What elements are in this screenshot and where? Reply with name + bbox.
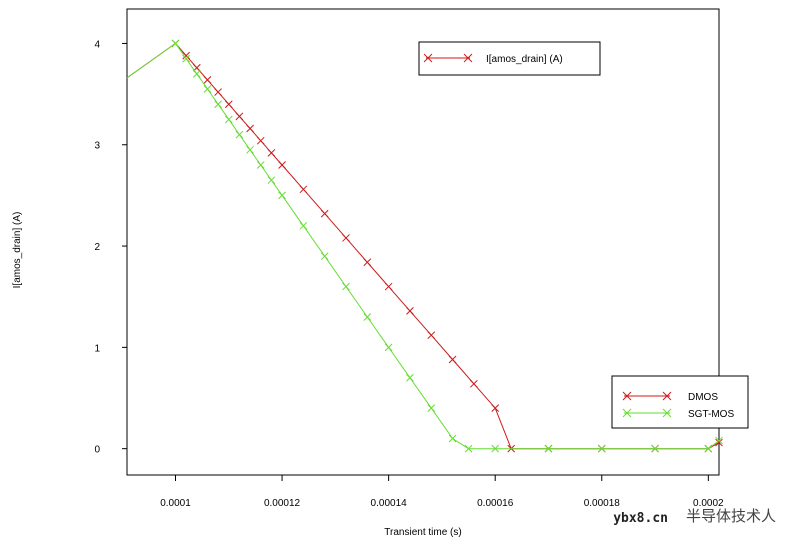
x-tick-label-3: 0.00016 xyxy=(477,498,514,509)
point-dmos-18 xyxy=(427,331,436,340)
x-axis: 0.0001 0.00012 0.00014 0.00016 0.00018 0.0002 xyxy=(160,475,724,509)
point-sgt-mos-18 xyxy=(427,404,436,412)
point-sgt-mos-8 xyxy=(246,145,254,154)
point-sgt-mos-26 xyxy=(715,436,723,445)
y-axis: 0 1 2 3 4 xyxy=(94,39,127,456)
point-sgt-mos-16 xyxy=(384,343,393,352)
point-sgt-mos-24 xyxy=(651,444,659,453)
point-dmos-17 xyxy=(406,307,414,315)
point-dmos-10 xyxy=(267,148,276,157)
point-sgt-mos-4 xyxy=(203,85,212,93)
point-dmos-20 xyxy=(470,379,478,388)
point-sgt-mos-14 xyxy=(342,282,350,291)
point-dmos-19 xyxy=(448,355,457,364)
y-axis-title: I[amos_drain] (A) xyxy=(12,212,23,289)
x-axis-title: Transient time (s) xyxy=(384,527,461,538)
point-dmos-6 xyxy=(224,100,233,109)
x-tick-label-0: 0.0001 xyxy=(160,498,191,509)
legend-series: DMOS SGT-MOS xyxy=(611,375,749,429)
legend-top-marker xyxy=(423,53,473,63)
point-dmos-13 xyxy=(320,209,329,218)
point-dmos-8 xyxy=(246,124,254,133)
point-sgt-mos-20 xyxy=(464,444,473,453)
watermark-text: 半导体技术人 xyxy=(685,507,776,525)
x-tick-label-2: 0.00014 xyxy=(371,498,408,509)
point-sgt-mos-11 xyxy=(278,191,286,200)
point-dmos-12 xyxy=(299,185,308,194)
point-dmos-27 xyxy=(715,438,723,447)
legend-label-sgt: SGT-MOS xyxy=(688,409,734,420)
point-dmos-7 xyxy=(235,112,244,121)
point-sgt-mos-12 xyxy=(299,221,308,230)
y-tick-label-0: 0 xyxy=(94,445,100,456)
plot-frame xyxy=(126,8,720,476)
point-sgt-mos-3 xyxy=(192,69,201,78)
point-dmos-14 xyxy=(342,234,350,242)
point-sgt-mos-10 xyxy=(267,176,276,185)
y-tick-label-4: 4 xyxy=(94,39,100,50)
legend-top: I[amos_drain] (A) xyxy=(418,41,601,76)
point-sgt-mos-22 xyxy=(544,444,553,453)
point-dmos-4 xyxy=(203,76,212,84)
point-sgt-mos-23 xyxy=(597,444,606,453)
point-sgt-mos-19 xyxy=(448,434,457,443)
series-layer xyxy=(126,39,723,453)
point-sgt-mos-6 xyxy=(224,115,233,124)
y-tick-label-3: 3 xyxy=(94,141,100,152)
watermark-site: ybx8.cn xyxy=(613,511,668,526)
point-dmos-2 xyxy=(182,51,191,60)
point-sgt-mos-5 xyxy=(214,100,222,109)
point-sgt-mos-2 xyxy=(182,54,191,63)
point-sgt-mos-17 xyxy=(406,373,414,382)
point-dmos-16 xyxy=(384,282,393,291)
point-dmos-5 xyxy=(214,88,222,96)
point-sgt-mos-21 xyxy=(491,444,500,453)
point-sgt-mos-7 xyxy=(235,130,244,139)
point-sgt-mos-25 xyxy=(704,444,713,453)
x-tick-label-5: 0.0002 xyxy=(693,498,724,509)
legend-marker-sgt xyxy=(622,408,672,418)
point-sgt-mos-1 xyxy=(171,39,180,48)
legend-label-dmos: DMOS xyxy=(688,392,718,403)
legend-marker-dmos xyxy=(622,391,672,401)
point-dmos-9 xyxy=(256,136,265,145)
point-sgt-mos-15 xyxy=(363,313,372,321)
point-dmos-11 xyxy=(278,161,286,169)
y-tick-label-1: 1 xyxy=(94,343,100,354)
legend-series-box xyxy=(611,375,749,429)
point-dmos-21 xyxy=(491,404,500,412)
point-sgt-mos-13 xyxy=(320,252,329,261)
x-tick-label-4: 0.00018 xyxy=(584,498,621,509)
legend-top-label: I[amos_drain] (A) xyxy=(486,54,563,65)
y-tick-label-2: 2 xyxy=(94,242,100,253)
point-dmos-15 xyxy=(363,258,372,267)
x-tick-label-1: 0.00012 xyxy=(264,498,301,509)
point-sgt-mos-9 xyxy=(256,161,265,169)
